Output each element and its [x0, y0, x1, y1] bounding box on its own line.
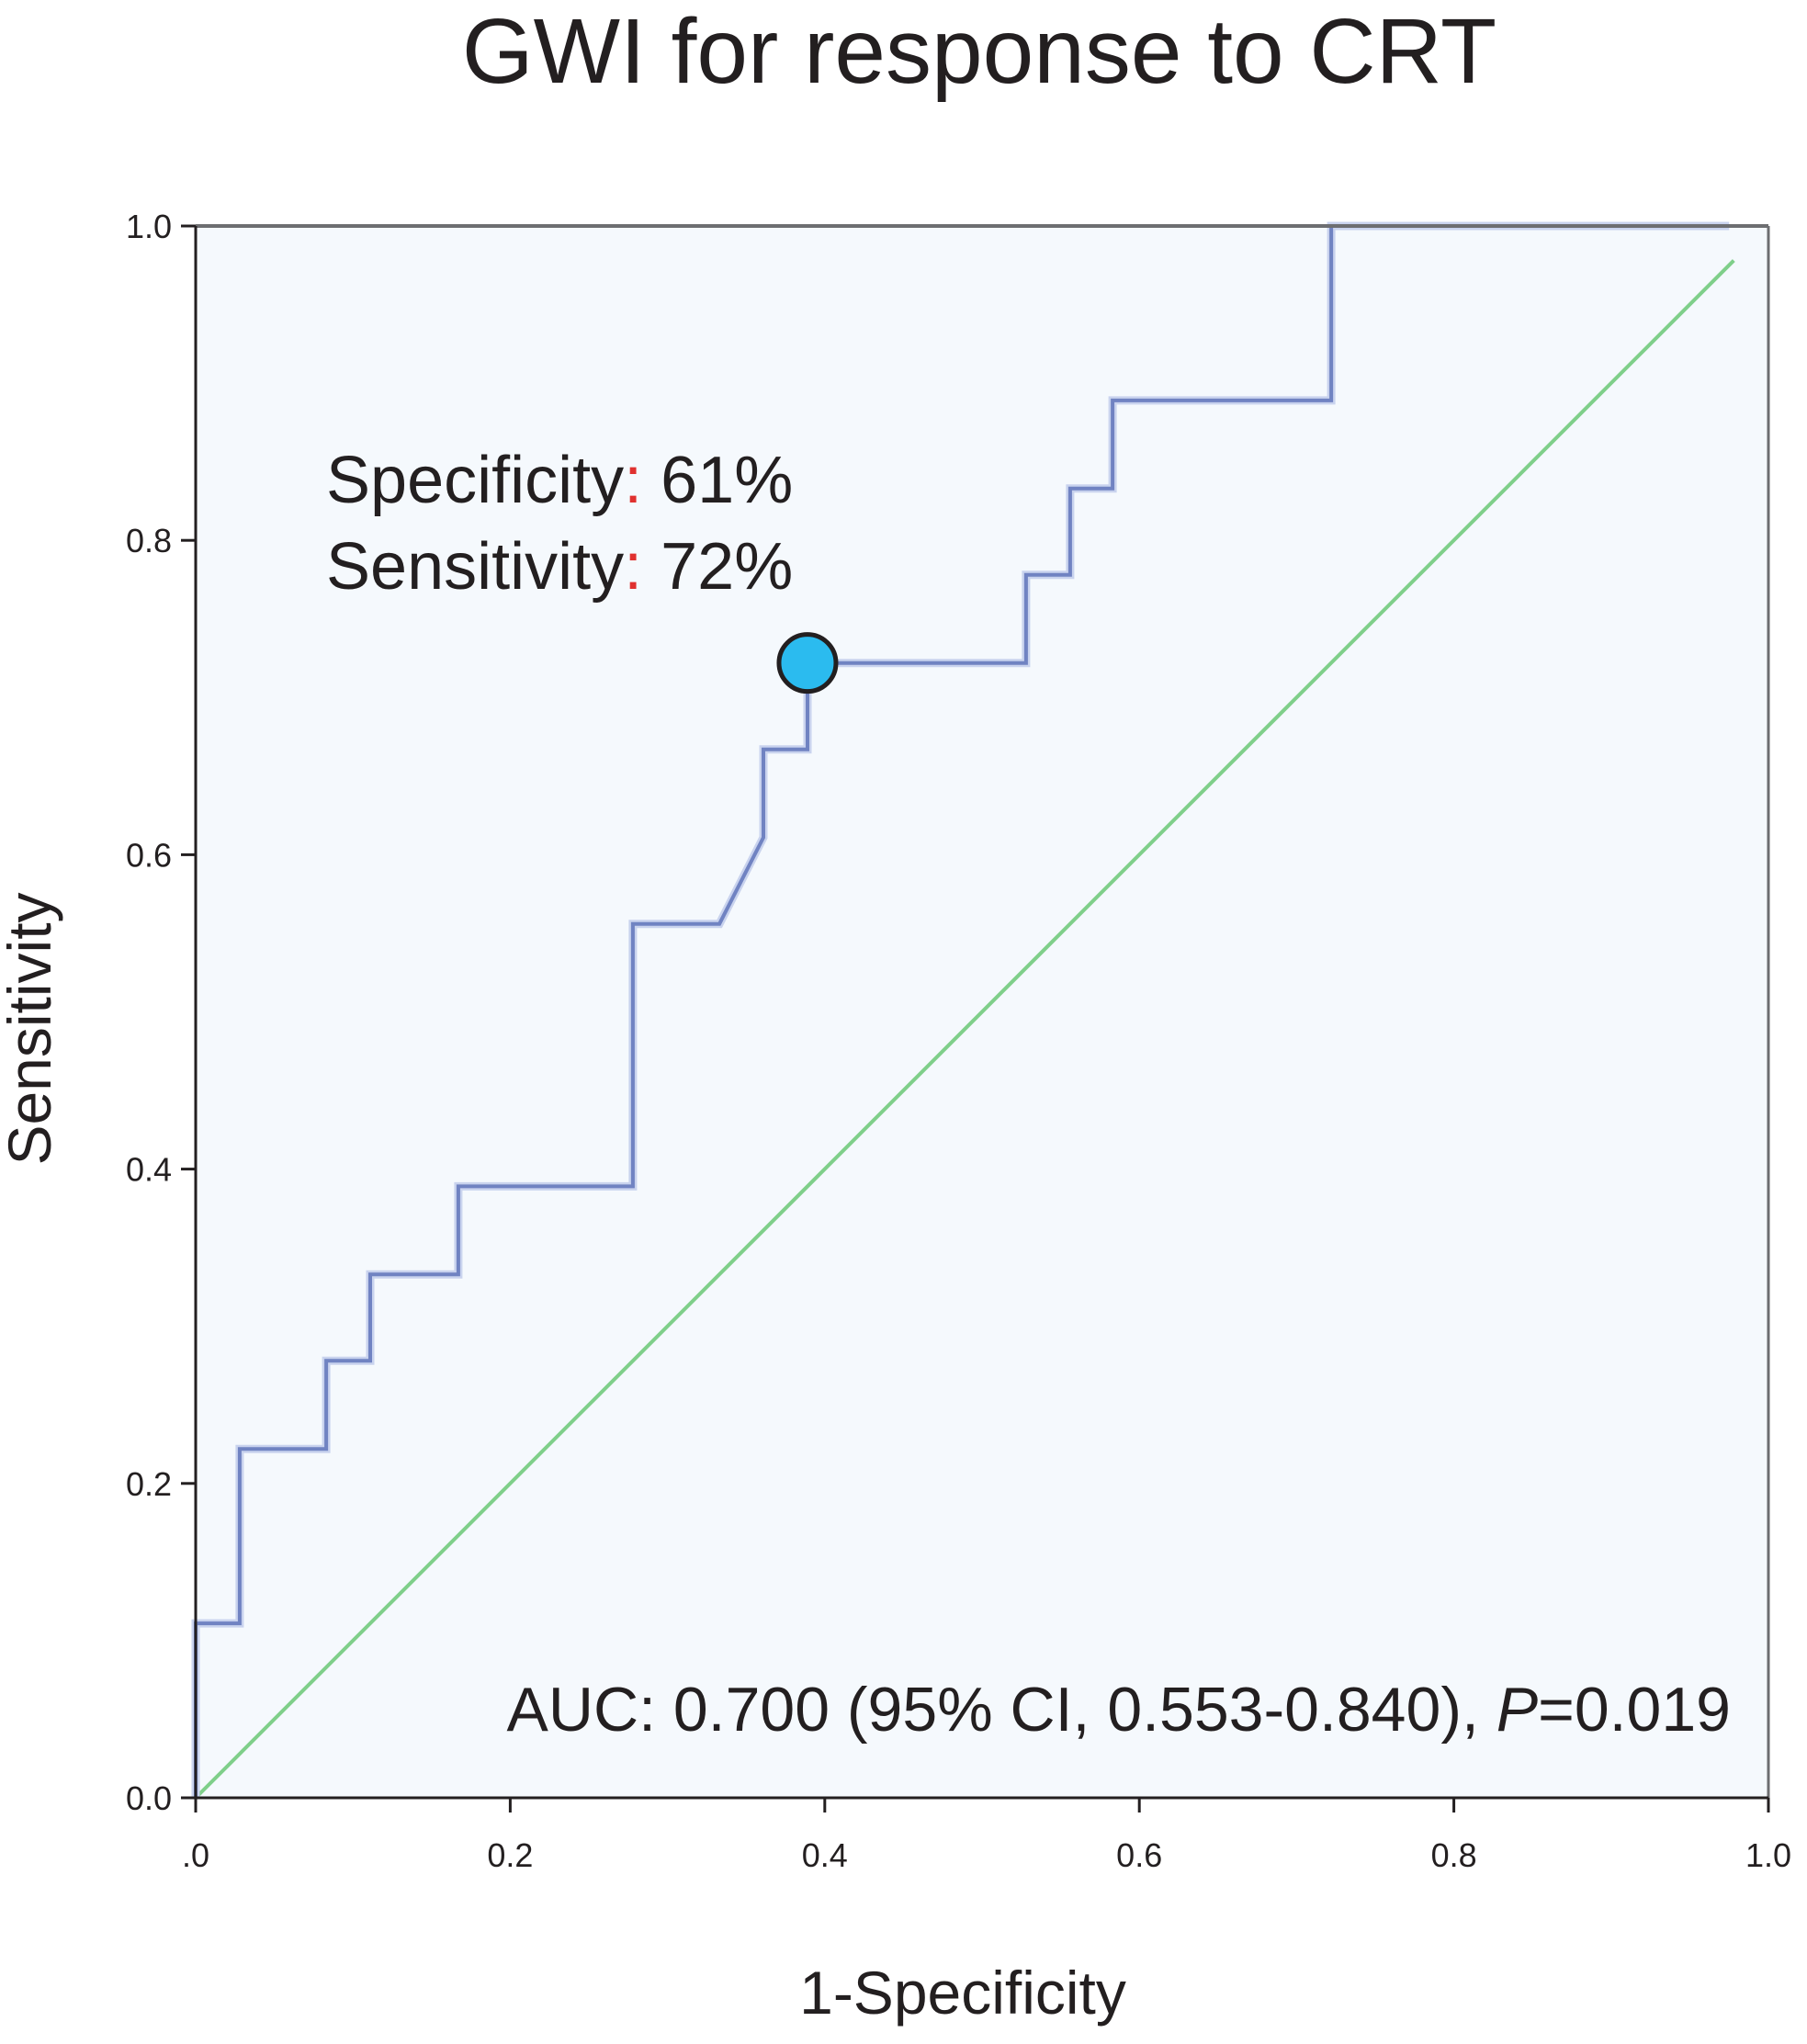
reference-diagonal-line [194, 259, 1735, 1800]
x-axis-ticks: .0 0.2 0.4 0.6 0.8 1.0 [182, 1798, 1791, 1874]
x-axis-title: 1-Specificity [799, 1959, 1126, 2027]
x-tick-label: 0.6 [1116, 1836, 1162, 1874]
y-tick-label: 1.0 [126, 208, 172, 245]
x-tick-label: 1.0 [1745, 1836, 1791, 1874]
sensitivity-label: Sensitivity [326, 530, 624, 604]
specificity-annotation: Specificity: 61% [326, 444, 793, 517]
specificity-label: Specificity [326, 444, 624, 517]
roc-curve-line [194, 224, 1730, 1798]
x-tick-label: 0.4 [802, 1836, 848, 1874]
reference-line-layer [194, 259, 1735, 1800]
y-tick-label: 0.0 [126, 1779, 172, 1817]
chart-title: GWI for response to CRT [462, 0, 1496, 103]
roc-curve-layer [191, 221, 1730, 1798]
sensitivity-annotation: Sensitivity: 72% [326, 530, 793, 604]
y-tick-label: 0.8 [126, 522, 172, 559]
sensitivity-value: 72% [642, 530, 793, 604]
specificity-colon: : [624, 444, 642, 517]
sensitivity-colon: : [624, 530, 642, 604]
y-axis-ticks: 0.0 0.2 0.4 0.6 0.8 1.0 [126, 208, 196, 1817]
specificity-value: 61% [642, 444, 793, 517]
y-tick-label: 0.6 [126, 836, 172, 874]
y-tick-label: 0.2 [126, 1465, 172, 1503]
cutoff-point-layer [776, 632, 839, 695]
auc-p-value: =0.019 [1538, 1675, 1731, 1745]
plot-frame [194, 224, 1770, 1800]
cutoff-point-marker [776, 632, 839, 695]
x-tick-label: 0.8 [1431, 1836, 1477, 1874]
y-axis-title: Sensitivity [0, 892, 63, 1165]
x-tick-label: .0 [182, 1836, 209, 1874]
auc-prefix: AUC: 0.700 (95% CI, 0.553-0.840), [507, 1675, 1496, 1745]
auc-p-symbol: P [1496, 1675, 1538, 1745]
y-tick-label: 0.4 [126, 1151, 172, 1189]
auc-annotation: AUC: 0.700 (95% CI, 0.553-0.840), P=0.01… [507, 1675, 1732, 1745]
x-tick-label: 0.2 [487, 1836, 533, 1874]
